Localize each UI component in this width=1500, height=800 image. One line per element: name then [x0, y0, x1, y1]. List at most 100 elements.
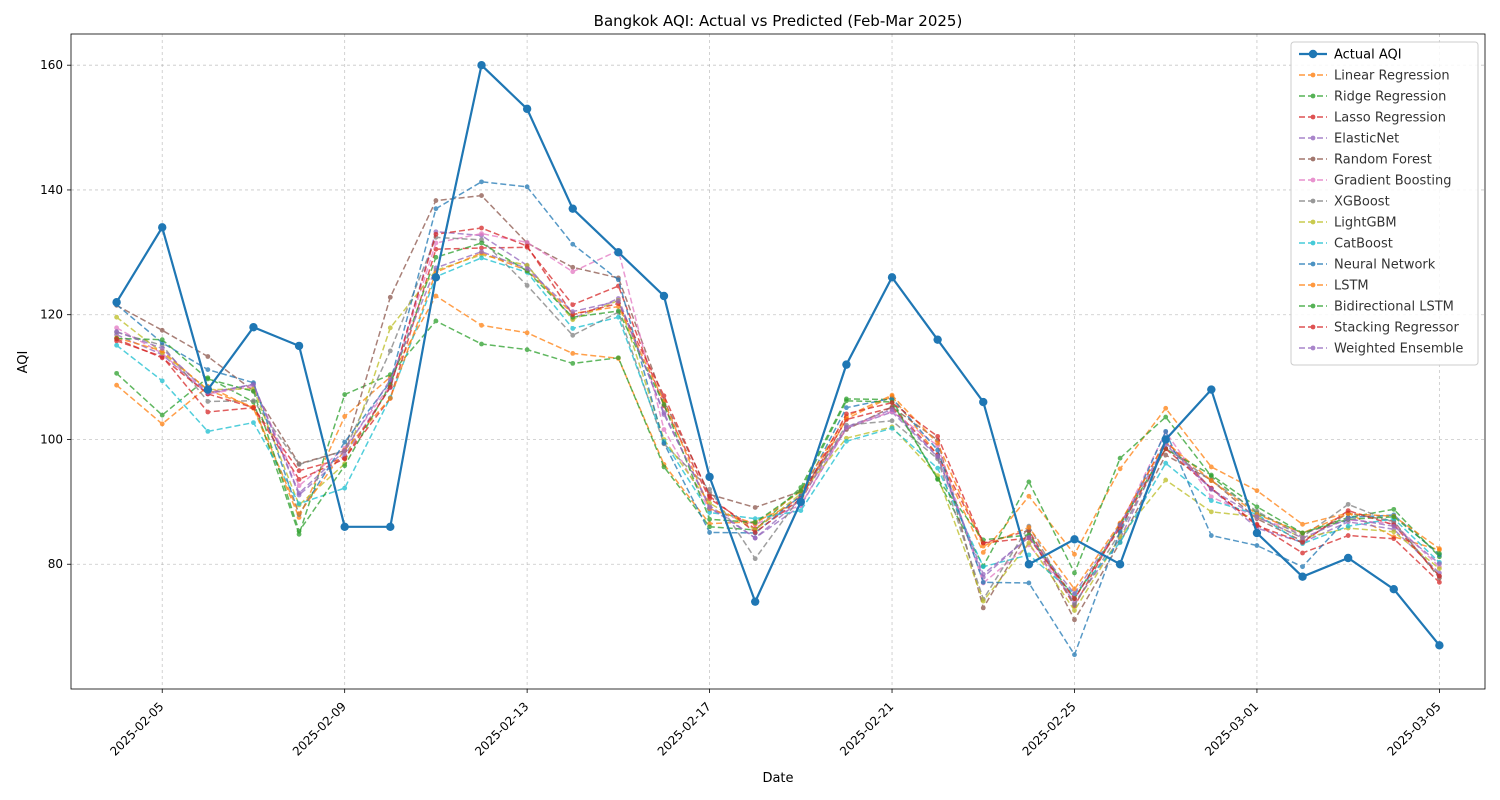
data-point: [1345, 523, 1351, 529]
data-point: [887, 273, 897, 282]
data-point: [1207, 385, 1216, 394]
legend-item: ElasticNet: [1299, 132, 1399, 147]
data-point: [387, 395, 393, 401]
data-point: [479, 322, 484, 328]
data-point: [386, 522, 395, 532]
x-tick-label: 2025-03-01: [1202, 699, 1261, 758]
data-point: [1070, 535, 1079, 544]
data-point: [1163, 428, 1169, 434]
data-point: [159, 421, 165, 427]
data-point: [1208, 486, 1214, 492]
data-point: [1345, 533, 1351, 538]
data-point: [522, 104, 532, 114]
data-point: [479, 245, 484, 251]
data-point: [980, 579, 986, 585]
data-point: [661, 410, 667, 416]
data-point: [1391, 523, 1397, 529]
y-tick-label: 100: [40, 432, 63, 446]
data-point: [205, 428, 211, 434]
data-point: [251, 382, 256, 387]
data-point: [752, 516, 758, 522]
series-linear-regression: [114, 293, 1442, 557]
data-point: [1026, 580, 1032, 586]
data-point: [980, 605, 986, 611]
data-point: [798, 488, 804, 494]
legend-item: Stacking Regressor: [1299, 321, 1459, 336]
data-point: [205, 367, 211, 373]
legend-label: Stacking Regressor: [1334, 321, 1459, 336]
legend-item: Actual AQI: [1299, 48, 1402, 63]
data-point: [296, 462, 302, 467]
data-point: [114, 314, 120, 320]
data-point: [159, 378, 165, 384]
data-point: [752, 556, 758, 562]
legend-item: LightGBM: [1299, 216, 1397, 231]
data-point: [1072, 608, 1077, 613]
data-point: [203, 385, 213, 394]
legend-swatch-marker: [1310, 135, 1316, 141]
data-point: [1163, 405, 1169, 411]
data-point: [1391, 514, 1397, 520]
data-point: [159, 337, 165, 343]
data-point: [844, 424, 849, 430]
legend-box: [1290, 41, 1479, 366]
data-point: [1436, 579, 1442, 585]
data-point: [114, 329, 120, 334]
data-point: [114, 370, 120, 376]
data-point: [479, 255, 484, 261]
data-point: [1208, 533, 1214, 538]
x-axis-label: Date: [762, 771, 793, 786]
data-point: [431, 273, 441, 282]
data-point: [615, 308, 621, 314]
data-point: [1345, 501, 1351, 507]
data-point: [205, 409, 211, 415]
data-point: [1024, 560, 1034, 569]
data-point: [1117, 455, 1123, 461]
data-point: [1115, 560, 1125, 569]
data-point: [524, 347, 530, 353]
x-tick-label: 2025-03-05: [1385, 699, 1444, 758]
data-point: [570, 302, 576, 308]
data-point: [707, 505, 712, 510]
data-point: [1117, 466, 1123, 472]
data-point: [980, 549, 986, 555]
data-point: [433, 198, 439, 203]
legend-swatch-marker: [1310, 240, 1316, 246]
data-point: [935, 433, 941, 439]
data-point: [205, 399, 211, 404]
series-elasticnet: [114, 229, 1442, 606]
data-point: [479, 231, 484, 237]
data-point: [159, 346, 165, 351]
legend-label: LSTM: [1334, 279, 1369, 294]
data-point: [1117, 522, 1123, 528]
series-bidirectional-lstm: [114, 240, 1442, 601]
data-point: [1163, 477, 1169, 483]
data-point: [570, 350, 576, 356]
series-catboost: [114, 255, 1442, 597]
data-point: [933, 335, 942, 344]
data-point: [387, 325, 393, 331]
legend-item: Weighted Ensemble: [1299, 342, 1463, 357]
series-layer: [112, 60, 1444, 658]
data-point: [570, 269, 576, 275]
data-point: [750, 597, 760, 606]
x-tick-label: 2025-02-17: [655, 699, 714, 758]
legend-label: Gradient Boosting: [1334, 174, 1452, 189]
data-point: [752, 535, 758, 541]
series-lightgbm: [114, 252, 1442, 613]
data-point: [1072, 652, 1077, 658]
data-point: [1026, 535, 1032, 540]
data-point: [615, 277, 621, 283]
data-point: [524, 243, 530, 249]
legend-item: Linear Regression: [1299, 69, 1450, 84]
y-tick-label: 140: [40, 183, 63, 197]
data-point: [342, 439, 348, 445]
data-point: [296, 490, 302, 496]
legend-swatch-marker: [1310, 261, 1316, 267]
data-point: [479, 249, 484, 255]
legend-label: CatBoost: [1334, 237, 1393, 252]
data-point: [205, 354, 211, 359]
data-point: [844, 438, 849, 444]
series-line: [116, 181, 1440, 657]
series-weighted-ensemble: [114, 249, 1442, 596]
